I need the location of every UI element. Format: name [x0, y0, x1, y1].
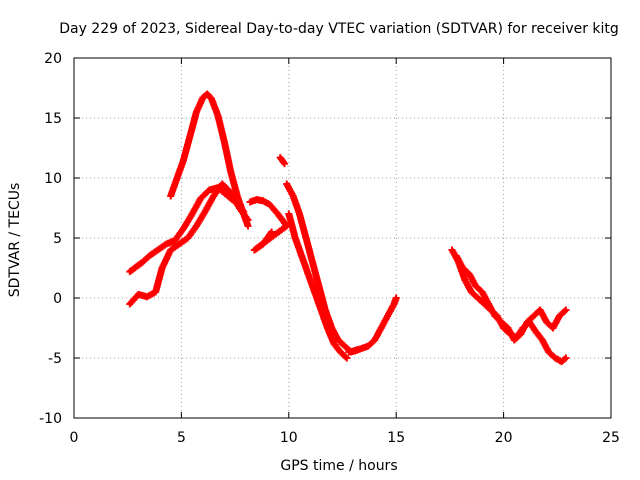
x-tick-label: 5 — [177, 430, 186, 446]
series-arc-upper-peak — [167, 90, 252, 230]
series-arc-mid-8-10 — [246, 196, 291, 254]
series-arc-fall-alt — [285, 210, 351, 362]
data-marker-trail — [448, 246, 570, 366]
data-marker-trail — [276, 154, 288, 168]
data-marker-trail — [283, 180, 361, 356]
chart-title: Day 229 of 2023, Sidereal Day-to-day VTE… — [59, 21, 619, 37]
data-series — [126, 90, 570, 366]
data-marker-trail — [126, 180, 252, 308]
data-marker-trail — [452, 252, 570, 344]
grid-lines — [74, 58, 611, 418]
data-marker-trail — [246, 196, 291, 254]
y-tick-label: 15 — [44, 111, 62, 127]
x-tick-label: 25 — [602, 430, 620, 446]
y-tick-label: 20 — [44, 51, 62, 67]
y-tick-label: -5 — [48, 351, 62, 367]
x-tick-label: 10 — [280, 430, 298, 446]
series-arc-lower-rise — [126, 184, 248, 276]
data-marker-trail — [126, 184, 248, 276]
x-tick-label: 15 — [387, 430, 405, 446]
y-tick-label: -10 — [39, 411, 62, 427]
series-arc-late-17-23 — [448, 246, 570, 366]
series-arc-recover-13-15 — [345, 294, 400, 356]
x-tick-label: 20 — [495, 430, 513, 446]
series-arc-lower-alt — [126, 180, 252, 308]
y-axis-label: SDTVAR / TECUs — [7, 183, 23, 298]
y-tick-label: 5 — [53, 231, 62, 247]
y-tick-label: 0 — [53, 291, 62, 307]
data-marker-trail — [167, 90, 252, 230]
x-axis-label: GPS time / hours — [280, 458, 397, 474]
series-arc-late-alt — [452, 252, 570, 344]
data-marker-trail — [345, 294, 400, 356]
axis-ticks: 0 5 10 15 20 25 -10 -5 0 5 10 15 20 — [39, 51, 620, 446]
series-arc-isolated — [276, 154, 288, 168]
x-tick-label: 0 — [70, 430, 79, 446]
series-arc-fall-10-13 — [283, 180, 361, 356]
data-marker-trail — [285, 210, 351, 362]
y-tick-label: 10 — [44, 171, 62, 187]
